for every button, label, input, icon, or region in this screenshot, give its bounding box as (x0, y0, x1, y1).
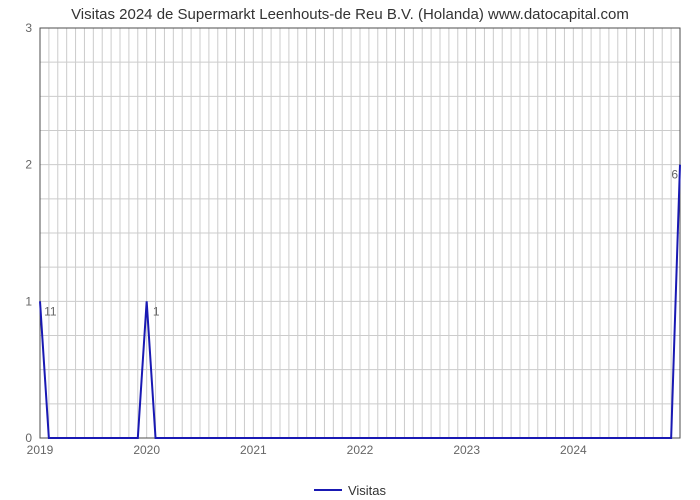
svg-text:2022: 2022 (347, 443, 374, 457)
svg-text:2020: 2020 (133, 443, 160, 457)
svg-text:2: 2 (25, 158, 32, 172)
svg-text:2024: 2024 (560, 443, 587, 457)
svg-text:2021: 2021 (240, 443, 267, 457)
legend-swatch (314, 489, 342, 491)
svg-text:1: 1 (153, 304, 160, 318)
svg-text:11: 11 (44, 304, 57, 318)
legend-label: Visitas (348, 483, 386, 498)
plot-area: 01232019202020212022202320241116 (40, 28, 680, 438)
svg-text:6: 6 (671, 168, 678, 182)
svg-text:2023: 2023 (453, 443, 480, 457)
chart-root: Visitas 2024 de Supermarkt Leenhouts-de … (0, 0, 700, 500)
svg-text:1: 1 (25, 294, 32, 308)
svg-text:2019: 2019 (27, 443, 54, 457)
svg-text:3: 3 (25, 21, 32, 35)
legend: Visitas (0, 478, 700, 498)
